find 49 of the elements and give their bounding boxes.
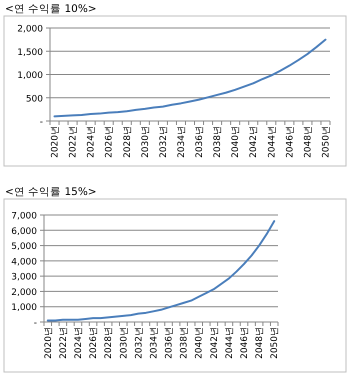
x-tick-label: 2034년 [176, 126, 187, 158]
x-tick-label: 2022년 [58, 327, 69, 359]
x-tick-label: 2026년 [89, 327, 100, 359]
chart-title: <연 수익률 15%> [5, 186, 97, 198]
x-tick-label: 2044년 [267, 126, 278, 158]
x-tick-label: 2036년 [164, 327, 175, 359]
x-tick-label: 2042년 [249, 126, 260, 158]
x-tick-label: 2046년 [240, 327, 250, 359]
line-series [46, 220, 276, 322]
x-tick-label: 2030년 [119, 327, 130, 359]
x-tick-label: 2040년 [231, 126, 242, 158]
x-tick-label: 2024년 [74, 327, 84, 359]
x-tick-label: 2024년 [86, 126, 97, 158]
x-tick-label: 2048년 [303, 126, 314, 158]
x-tick-label: 2042년 [210, 327, 220, 359]
y-tick-label: 5,000 [11, 242, 38, 252]
y-tick-label: 1,000 [17, 71, 44, 81]
line-series [54, 38, 326, 118]
x-tick-label: 2044년 [224, 327, 235, 359]
x-tick-label: 2038년 [180, 327, 190, 359]
x-tick-label: 2050년 [270, 327, 280, 359]
x-tick-label: 2040년 [194, 327, 205, 359]
x-tick-label: 2034년 [149, 327, 160, 359]
y-tick-label: 2,000 [17, 24, 44, 34]
y-tick-label: 500 [26, 94, 44, 104]
chart-title: <연 수익률 10%> [5, 3, 97, 15]
x-tick-label: 2020년 [50, 126, 61, 158]
y-tick-label: - [40, 118, 43, 128]
x-tick-label: 2030년 [140, 126, 151, 158]
x-tick-label: 2046년 [285, 126, 296, 158]
x-tick-label: 2032년 [158, 126, 169, 158]
x-tick-label: 2028년 [122, 126, 133, 158]
y-tick-label: 3,000 [11, 272, 38, 283]
y-tick-label: 7,000 [11, 212, 38, 222]
x-tick-label: 2020년 [44, 327, 54, 359]
x-tick-label: 2048년 [255, 327, 266, 359]
x-tick-label: 2022년 [68, 126, 79, 158]
y-tick-label: 6,000 [11, 226, 38, 237]
x-tick-label: 2028년 [104, 327, 114, 359]
y-tick-label: - [34, 318, 37, 328]
x-tick-label: 2050년 [321, 126, 332, 158]
y-tick-label: 1,500 [17, 48, 44, 58]
y-tick-label: 4,000 [11, 257, 38, 268]
x-tick-label: 2026년 [104, 126, 115, 158]
y-tick-label: 2,000 [11, 288, 38, 298]
x-tick-label: 2038년 [213, 126, 224, 158]
y-tick-label: 1,000 [11, 303, 38, 314]
x-tick-label: 2032년 [134, 327, 144, 359]
x-tick-label: 2036년 [195, 126, 206, 158]
